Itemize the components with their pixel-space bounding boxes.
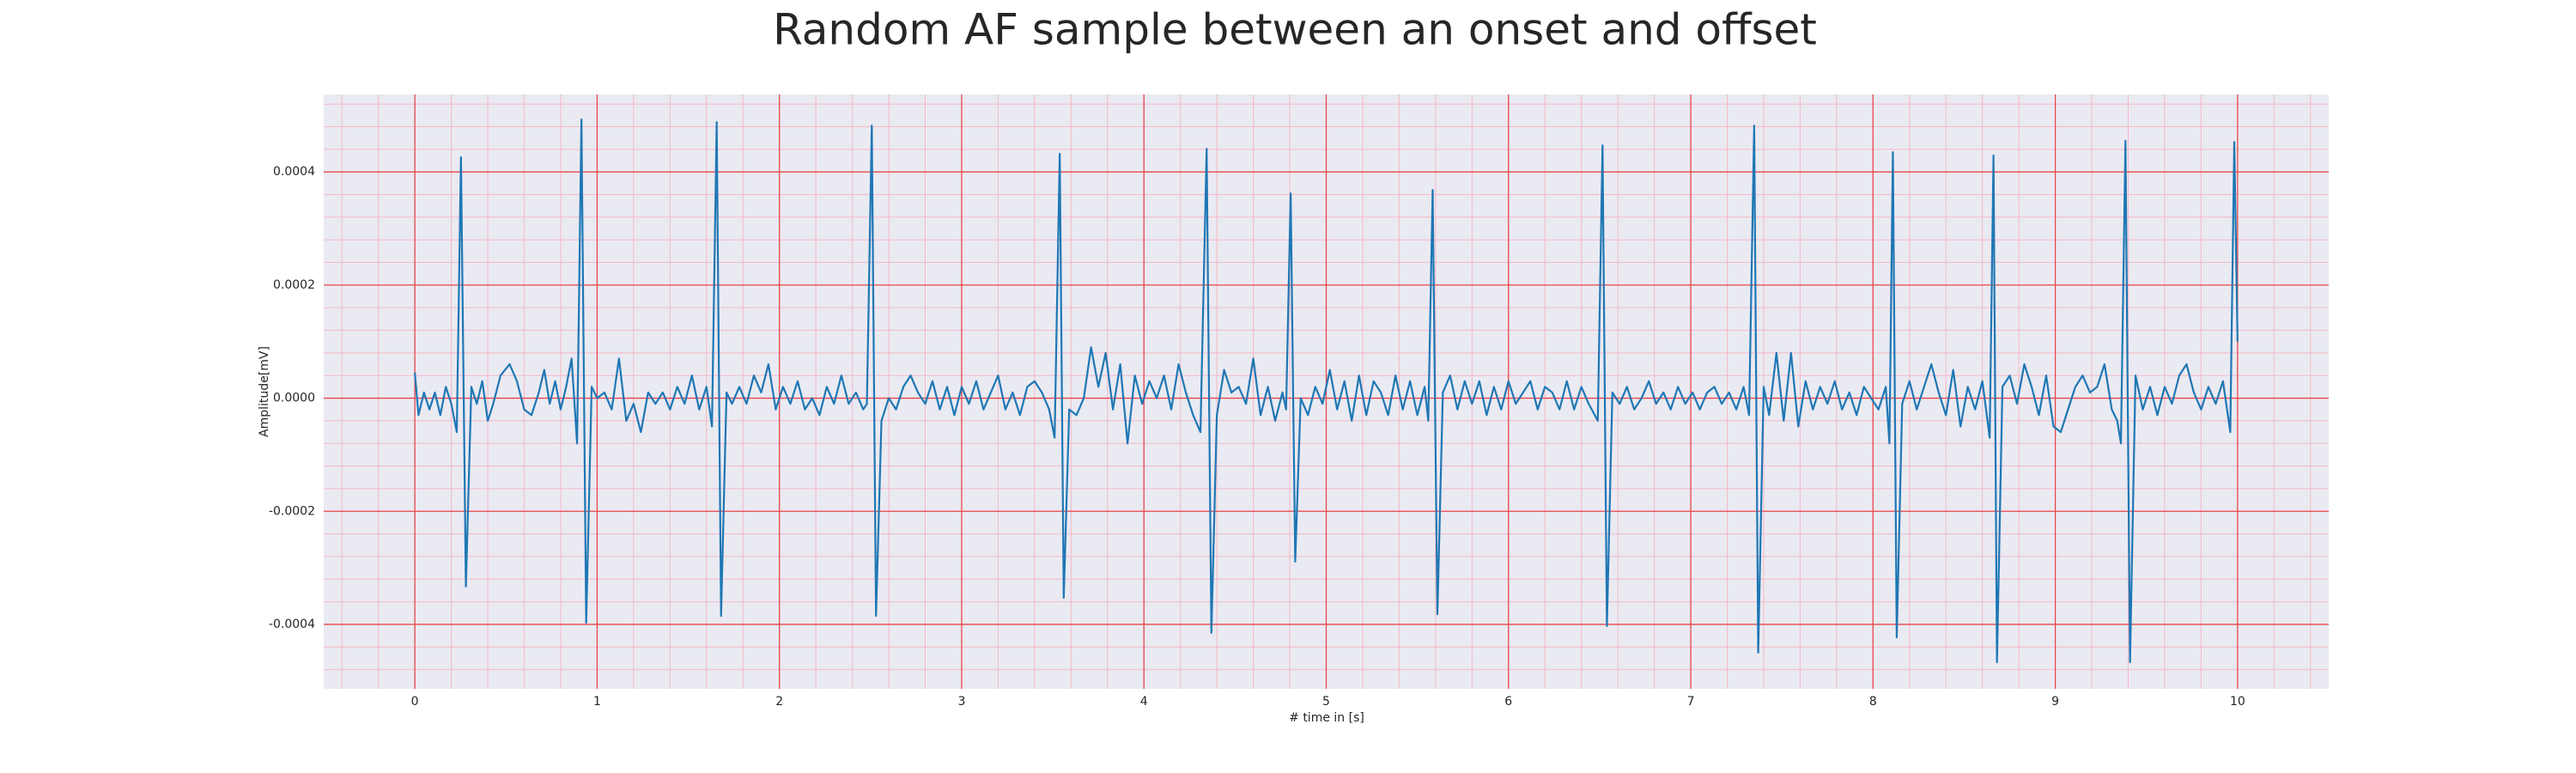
y-tick-label: 0.0002 bbox=[273, 278, 315, 292]
ecg-line bbox=[414, 118, 2239, 664]
y-axis-label: Amplitude[mV] bbox=[258, 346, 271, 437]
x-tick-label: 9 bbox=[2051, 695, 2059, 709]
x-tick-label: 3 bbox=[957, 695, 965, 709]
x-tick-label: 8 bbox=[1869, 695, 1877, 709]
x-tick-label: 10 bbox=[2230, 695, 2245, 709]
x-tick-label: 7 bbox=[1687, 695, 1695, 709]
x-tick-label: 2 bbox=[775, 695, 783, 709]
x-tick-label: 6 bbox=[1504, 695, 1512, 709]
y-tick-label: 0.0000 bbox=[273, 392, 315, 405]
x-tick-label: 0 bbox=[411, 695, 419, 709]
y-tick-label: 0.0004 bbox=[273, 165, 315, 179]
x-tick-label: 4 bbox=[1140, 695, 1148, 709]
x-tick-label: 5 bbox=[1322, 695, 1330, 709]
x-tick-label: 1 bbox=[593, 695, 601, 709]
y-tick-label: -0.0004 bbox=[269, 618, 315, 631]
y-tick-label: -0.0002 bbox=[269, 504, 315, 518]
chart-title: Random AF sample between an onset and of… bbox=[773, 5, 1817, 55]
grid bbox=[324, 94, 2329, 689]
x-axis-label: # time in [s] bbox=[1289, 711, 1364, 725]
